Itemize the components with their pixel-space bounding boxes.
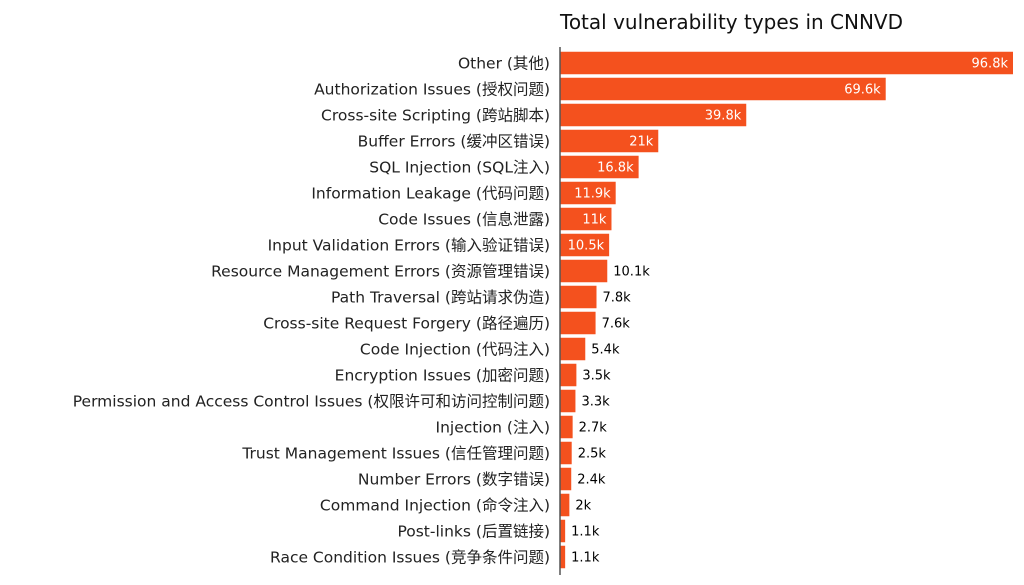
bar-resource-management-errors xyxy=(560,259,608,283)
value-label-injection: 2.7k xyxy=(579,421,608,436)
value-label-cross-site-scripting: 39.8k xyxy=(705,109,742,124)
bar-code-injection xyxy=(560,337,586,361)
value-label-command-injection: 2k xyxy=(575,499,591,514)
bar-sql-injection xyxy=(560,155,639,179)
category-label-code-issues: Code Issues (信息泄露) xyxy=(378,211,550,229)
bar-code-issues xyxy=(560,207,612,231)
category-label-command-injection: Command Injection (命令注入) xyxy=(320,497,550,515)
category-label-path-traversal: Path Traversal (跨站请求伪造) xyxy=(331,289,550,307)
value-label-cross-site-request-forgery: 7.6k xyxy=(602,317,631,332)
value-label-code-issues: 11k xyxy=(582,213,607,228)
category-label-cross-site-scripting: Cross-site Scripting (跨站脚本) xyxy=(321,107,550,125)
category-label-resource-management-errors: Resource Management Errors (资源管理错误) xyxy=(211,263,550,281)
value-label-resource-management-errors: 10.1k xyxy=(613,265,650,280)
value-label-race-condition-issues: 1.1k xyxy=(571,551,600,566)
bar-input-validation-errors xyxy=(560,233,610,257)
value-label-number-errors: 2.4k xyxy=(577,473,606,488)
category-label-post-links: Post-links (后置链接) xyxy=(397,523,550,541)
value-label-code-injection: 5.4k xyxy=(591,343,620,358)
category-label-sql-injection: SQL Injection (SQL注入) xyxy=(369,159,550,177)
bars-group xyxy=(560,51,1013,569)
value-label-trust-management-issues: 2.5k xyxy=(578,447,607,462)
category-label-permission-and-access-control-issues: Permission and Access Control Issues (权限… xyxy=(73,393,550,411)
chart-title: Total vulnerability types in CNNVD xyxy=(559,10,903,34)
bar-permission-and-access-control-issues xyxy=(560,389,576,413)
value-label-information-leakage: 11.9k xyxy=(574,187,611,202)
category-label-trust-management-issues: Trust Management Issues (信任管理问题) xyxy=(241,445,550,463)
bar-post-links xyxy=(560,519,566,543)
value-label-input-validation-errors: 10.5k xyxy=(568,239,605,254)
category-label-other: Other (其他) xyxy=(458,55,550,73)
bar-trust-management-issues xyxy=(560,441,572,465)
bar-path-traversal xyxy=(560,285,597,309)
value-label-encryption-issues: 3.5k xyxy=(582,369,611,384)
bar-command-injection xyxy=(560,493,570,517)
bar-number-errors xyxy=(560,467,572,491)
category-label-buffer-errors: Buffer Errors (缓冲区错误) xyxy=(358,133,550,151)
bar-authorization-issues xyxy=(560,77,886,101)
value-labels-group: 96.8k 69.6k 39.8k 21k 16.8k 11.9k 11k 10.5k 10.1… xyxy=(568,57,1009,566)
category-label-authorization-issues: Authorization Issues (授权问题) xyxy=(314,81,550,99)
bar-encryption-issues xyxy=(560,363,577,387)
category-label-input-validation-errors: Input Validation Errors (输入验证错误) xyxy=(268,237,550,255)
category-label-injection: Injection (注入) xyxy=(436,419,550,437)
category-label-number-errors: Number Errors (数字错误) xyxy=(358,471,550,489)
category-label-cross-site-request-forgery: Cross-site Request Forgery (路径遍历) xyxy=(263,315,550,333)
value-label-post-links: 1.1k xyxy=(571,525,600,540)
bar-buffer-errors xyxy=(560,129,659,153)
value-label-buffer-errors: 21k xyxy=(629,135,654,150)
bar-cross-site-scripting xyxy=(560,103,747,127)
category-label-information-leakage: Information Leakage (代码问题) xyxy=(311,185,550,203)
value-label-authorization-issues: 69.6k xyxy=(844,83,881,98)
bar-race-condition-issues xyxy=(560,545,566,569)
bar-injection xyxy=(560,415,573,439)
category-labels-group: Other (其他) Authorization Issues (授权问题) Cro… xyxy=(73,55,550,567)
value-label-other: 96.8k xyxy=(972,57,1009,72)
bar-information-leakage xyxy=(560,181,616,205)
category-label-race-condition-issues: Race Condition Issues (竞争条件问题) xyxy=(270,549,550,567)
category-label-encryption-issues: Encryption Issues (加密问题) xyxy=(335,367,550,385)
value-label-sql-injection: 16.8k xyxy=(597,161,634,176)
bar-cross-site-request-forgery xyxy=(560,311,596,335)
value-label-permission-and-access-control-issues: 3.3k xyxy=(581,395,610,410)
bar-other xyxy=(560,51,1013,75)
value-label-path-traversal: 7.8k xyxy=(603,291,632,306)
category-label-code-injection: Code Injection (代码注入) xyxy=(360,341,550,359)
